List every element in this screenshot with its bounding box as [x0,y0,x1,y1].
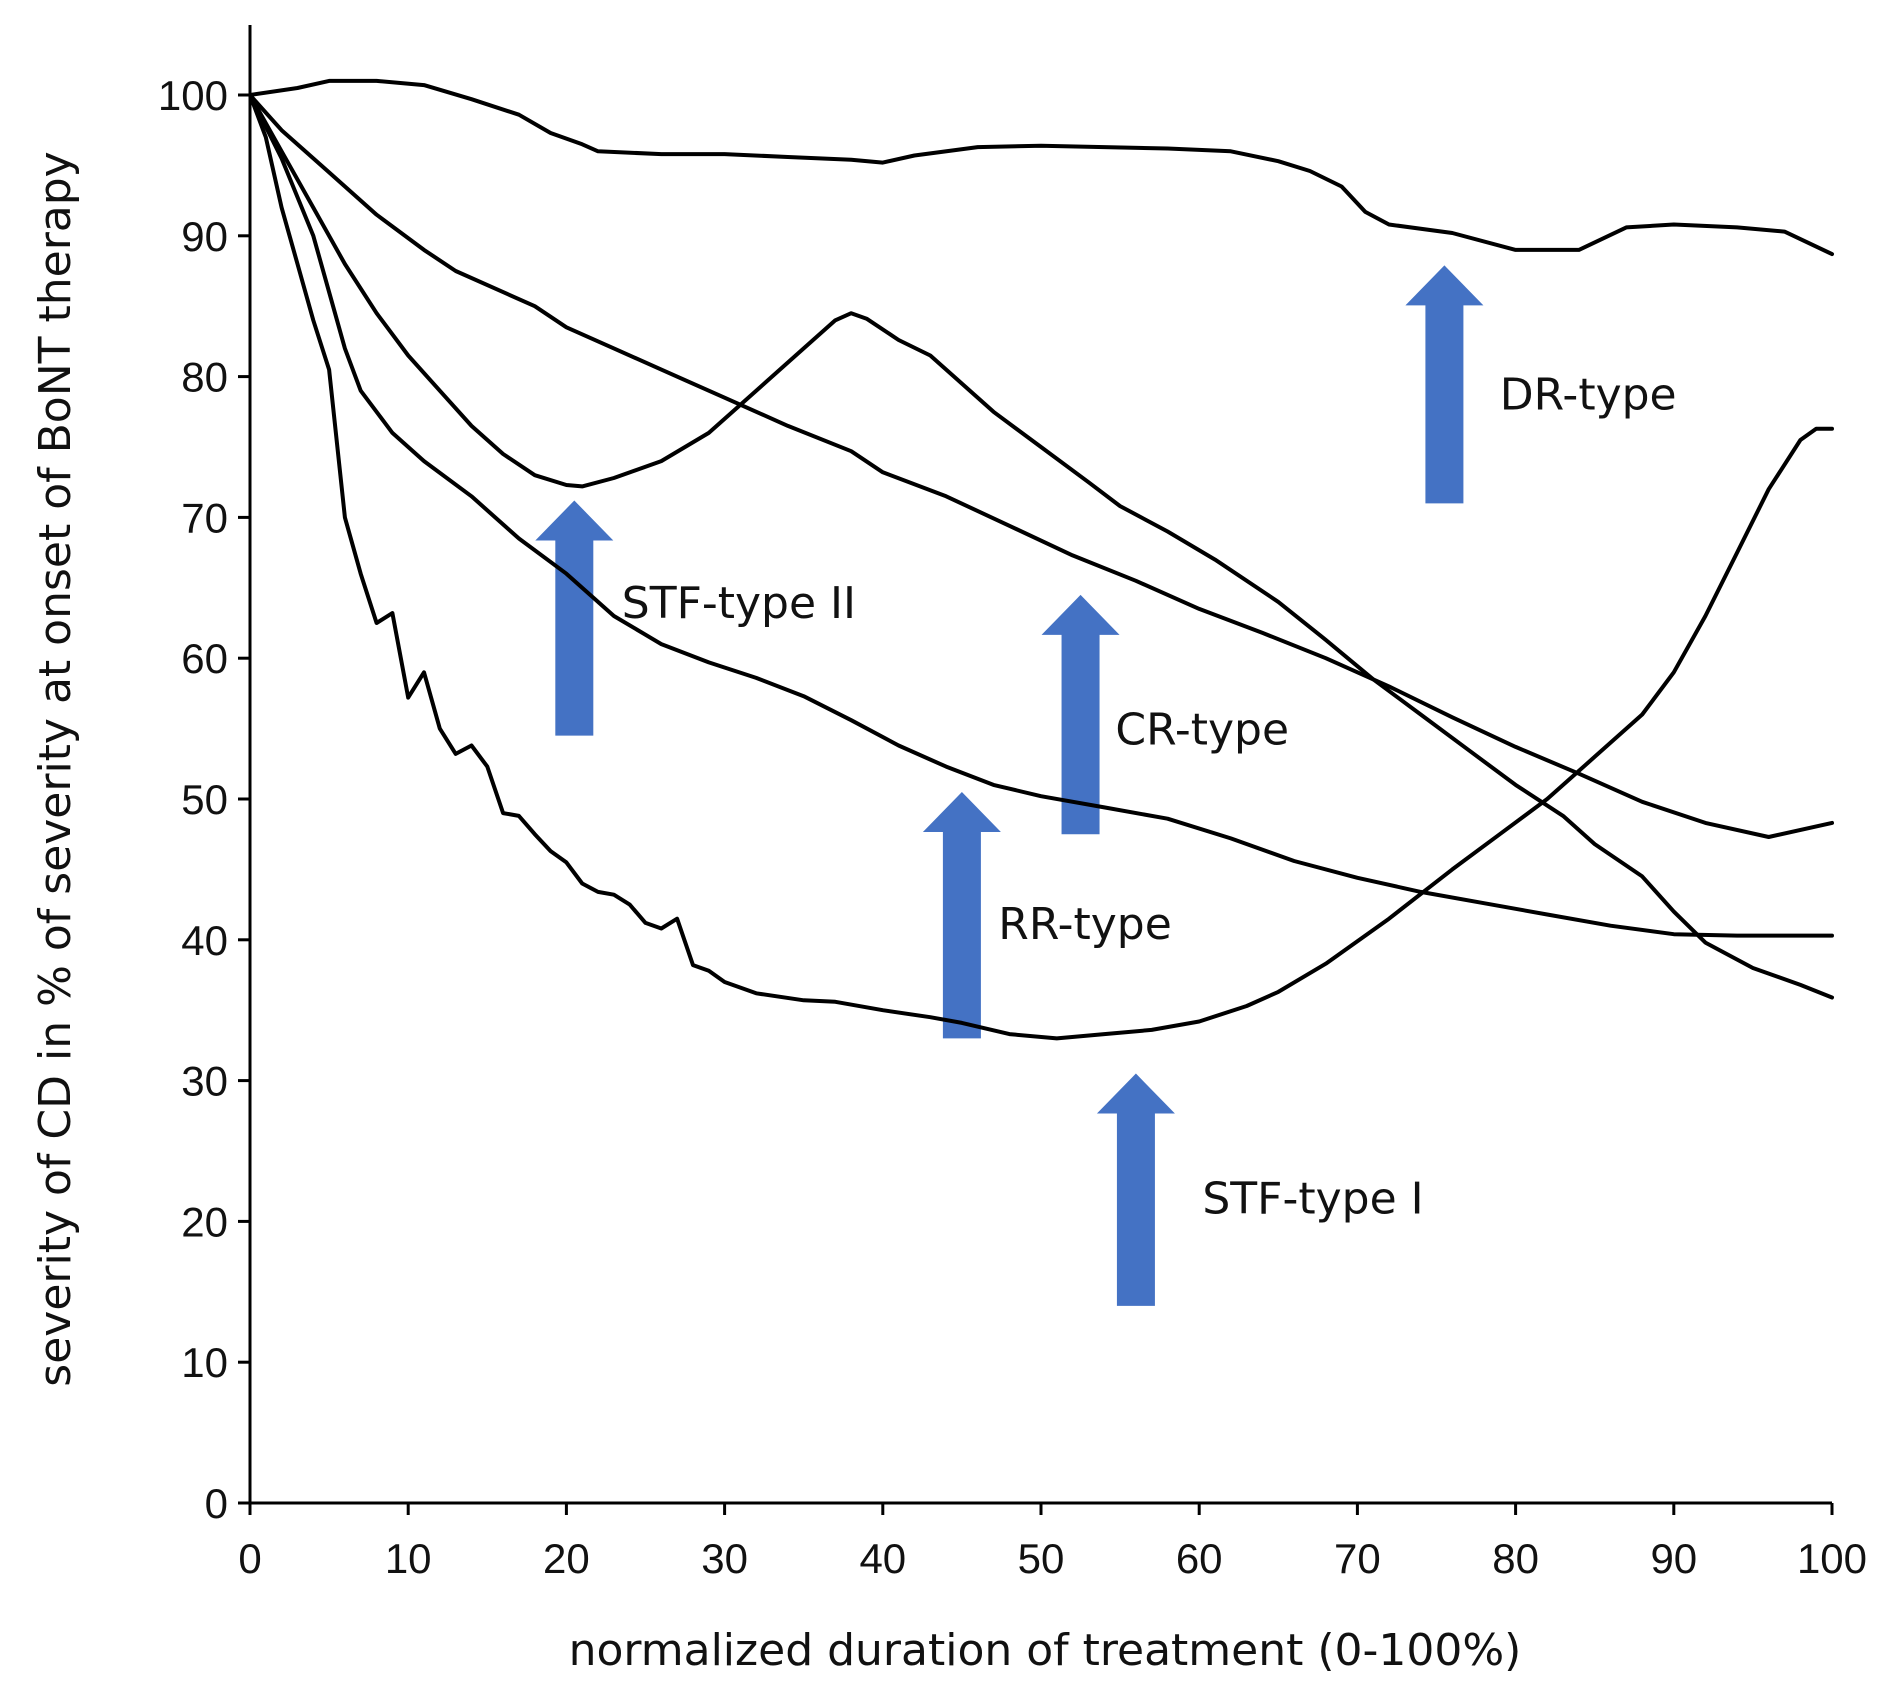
series-line-rr-type [248,93,1834,938]
annotation-cr-type: CR-type [1115,705,1289,756]
curves-layer [248,78,1834,1041]
x-tick-label: 20 [543,1535,590,1582]
arrows-layer [535,265,1484,1306]
y-tick-label: 70 [181,494,228,541]
y-tick-label: 90 [181,213,228,260]
arrow-dr-type [1405,265,1484,504]
x-tick-label: 30 [701,1535,748,1582]
x-tick-label: 80 [1492,1535,1539,1582]
x-tick-label: 40 [859,1535,906,1582]
y-tick-label: 20 [181,1198,228,1245]
x-tick-label: 60 [1176,1535,1223,1582]
arrow-stf-type-ii [535,500,614,736]
arrow-cr-type [1041,594,1120,835]
y-tick-label: 30 [181,1058,228,1105]
y-tick-label: 10 [181,1339,228,1386]
annotation-dr-type: DR-type [1500,369,1677,420]
annotation-stf-type-i: STF-type I [1202,1173,1423,1224]
labels-layer: DR-type STF-type II CR-type RR-type STF-type… [622,369,1677,1224]
y-tick-label: 80 [181,354,228,401]
y-tick-label: 0 [205,1480,228,1527]
x-tick-label: 70 [1334,1535,1381,1582]
x-tick-label: 0 [238,1535,261,1582]
x-tick-label: 50 [1018,1535,1065,1582]
series-line-stf-type-i [248,93,1834,1041]
y-tick-label: 100 [158,72,228,119]
y-axis-title: severity of CD in % of severity at onset… [30,151,81,1386]
y-tick-label: 40 [181,917,228,964]
axes: 0 10 20 30 40 50 60 70 80 90 100 0 10 20 30 40 50 60 70 80 9… [158,25,1867,1582]
y-tick-label: 60 [181,635,228,682]
series-line-cr-type [248,93,1834,839]
annotation-rr-type: RR-type [998,899,1172,950]
x-tick-label: 10 [385,1535,432,1582]
series-line-dr-type [248,78,1834,257]
x-tick-label: 90 [1650,1535,1697,1582]
series-line-stf-type-ii [248,93,1834,1000]
x-axis-title: normalized duration of treatment (0-100%… [569,1625,1522,1676]
x-tick-label: 100 [1797,1535,1867,1582]
arrow-rr-type [922,791,1001,1039]
arrow-stf-type-i [1096,1073,1175,1306]
annotation-stf-type-ii: STF-type II [622,578,856,629]
y-tick-label: 50 [181,776,228,823]
